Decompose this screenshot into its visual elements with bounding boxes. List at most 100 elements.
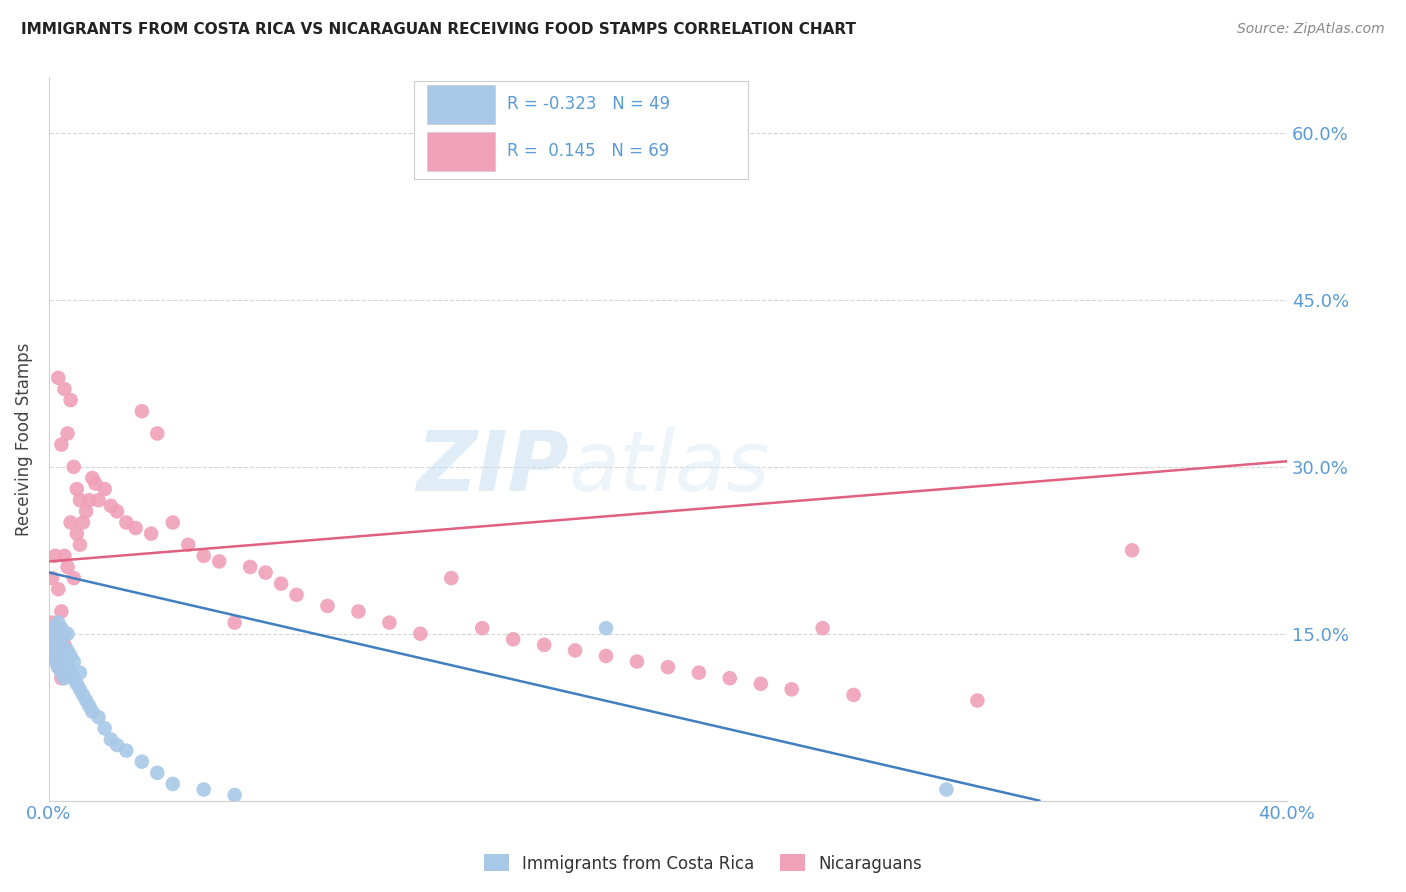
Text: R = -0.323   N = 49: R = -0.323 N = 49 bbox=[508, 95, 671, 113]
Point bbox=[51, 638, 73, 652]
Point bbox=[51, 437, 73, 451]
Point bbox=[53, 671, 76, 685]
Point bbox=[75, 504, 97, 518]
Point bbox=[62, 671, 84, 685]
Point bbox=[208, 554, 231, 568]
Point bbox=[59, 665, 82, 680]
Point bbox=[564, 643, 586, 657]
Point bbox=[347, 605, 370, 619]
Point bbox=[53, 549, 76, 563]
Point bbox=[100, 499, 122, 513]
Point bbox=[285, 588, 308, 602]
Point bbox=[254, 566, 277, 580]
Point bbox=[193, 782, 215, 797]
Point bbox=[41, 638, 63, 652]
Point bbox=[46, 371, 69, 385]
Point bbox=[77, 699, 100, 714]
Point bbox=[41, 632, 63, 647]
Point bbox=[105, 738, 128, 752]
Point bbox=[935, 782, 957, 797]
Point bbox=[53, 626, 76, 640]
Point bbox=[56, 643, 79, 657]
Point bbox=[44, 643, 66, 657]
Point bbox=[46, 660, 69, 674]
Point bbox=[93, 482, 115, 496]
Point bbox=[69, 538, 91, 552]
Point bbox=[66, 677, 89, 691]
Point bbox=[115, 516, 138, 530]
Point bbox=[62, 459, 84, 474]
Point bbox=[44, 655, 66, 669]
Point bbox=[66, 526, 89, 541]
Point bbox=[595, 648, 617, 663]
Point bbox=[124, 521, 146, 535]
Point bbox=[688, 665, 710, 680]
Point bbox=[51, 665, 73, 680]
Point bbox=[409, 626, 432, 640]
Text: ZIP: ZIP bbox=[416, 427, 569, 508]
Point bbox=[239, 560, 262, 574]
Point bbox=[115, 743, 138, 757]
Point bbox=[146, 765, 169, 780]
Point bbox=[51, 671, 73, 685]
Point bbox=[87, 493, 110, 508]
Text: R =  0.145   N = 69: R = 0.145 N = 69 bbox=[508, 142, 669, 161]
Point bbox=[69, 493, 91, 508]
Point bbox=[44, 648, 66, 663]
Point bbox=[780, 682, 803, 697]
Point bbox=[718, 671, 741, 685]
Point bbox=[51, 621, 73, 635]
Point bbox=[56, 560, 79, 574]
Point bbox=[41, 632, 63, 647]
Point bbox=[46, 648, 69, 663]
Point bbox=[77, 493, 100, 508]
Point bbox=[59, 393, 82, 408]
Point bbox=[69, 665, 91, 680]
Point bbox=[53, 648, 76, 663]
Point bbox=[193, 549, 215, 563]
Point bbox=[56, 626, 79, 640]
Point bbox=[44, 549, 66, 563]
Point bbox=[626, 655, 648, 669]
Point bbox=[75, 693, 97, 707]
Point bbox=[53, 382, 76, 396]
Point bbox=[93, 721, 115, 735]
Text: Source: ZipAtlas.com: Source: ZipAtlas.com bbox=[1237, 22, 1385, 37]
Point bbox=[139, 526, 162, 541]
Point bbox=[44, 632, 66, 647]
Point bbox=[177, 538, 200, 552]
Point bbox=[224, 615, 246, 630]
Point bbox=[59, 516, 82, 530]
Point bbox=[842, 688, 865, 702]
Point bbox=[56, 426, 79, 441]
Point bbox=[146, 426, 169, 441]
Point bbox=[131, 404, 153, 418]
FancyBboxPatch shape bbox=[426, 85, 495, 125]
Point bbox=[72, 688, 94, 702]
Point bbox=[72, 516, 94, 530]
FancyBboxPatch shape bbox=[426, 132, 495, 171]
Point bbox=[62, 655, 84, 669]
Point bbox=[51, 605, 73, 619]
Point bbox=[82, 705, 104, 719]
Text: atlas: atlas bbox=[569, 427, 770, 508]
Point bbox=[41, 626, 63, 640]
Point bbox=[131, 755, 153, 769]
Point bbox=[46, 626, 69, 640]
Point bbox=[44, 621, 66, 635]
Point bbox=[502, 632, 524, 647]
Point bbox=[440, 571, 463, 585]
FancyBboxPatch shape bbox=[415, 81, 748, 178]
Text: IMMIGRANTS FROM COSTA RICA VS NICARAGUAN RECEIVING FOOD STAMPS CORRELATION CHART: IMMIGRANTS FROM COSTA RICA VS NICARAGUAN… bbox=[21, 22, 856, 37]
Point bbox=[749, 677, 772, 691]
Point bbox=[811, 621, 834, 635]
Point bbox=[41, 648, 63, 663]
Point bbox=[46, 626, 69, 640]
Point bbox=[56, 660, 79, 674]
Y-axis label: Receiving Food Stamps: Receiving Food Stamps bbox=[15, 343, 32, 536]
Point bbox=[41, 621, 63, 635]
Point bbox=[69, 682, 91, 697]
Point bbox=[66, 482, 89, 496]
Point bbox=[62, 571, 84, 585]
Point bbox=[41, 571, 63, 585]
